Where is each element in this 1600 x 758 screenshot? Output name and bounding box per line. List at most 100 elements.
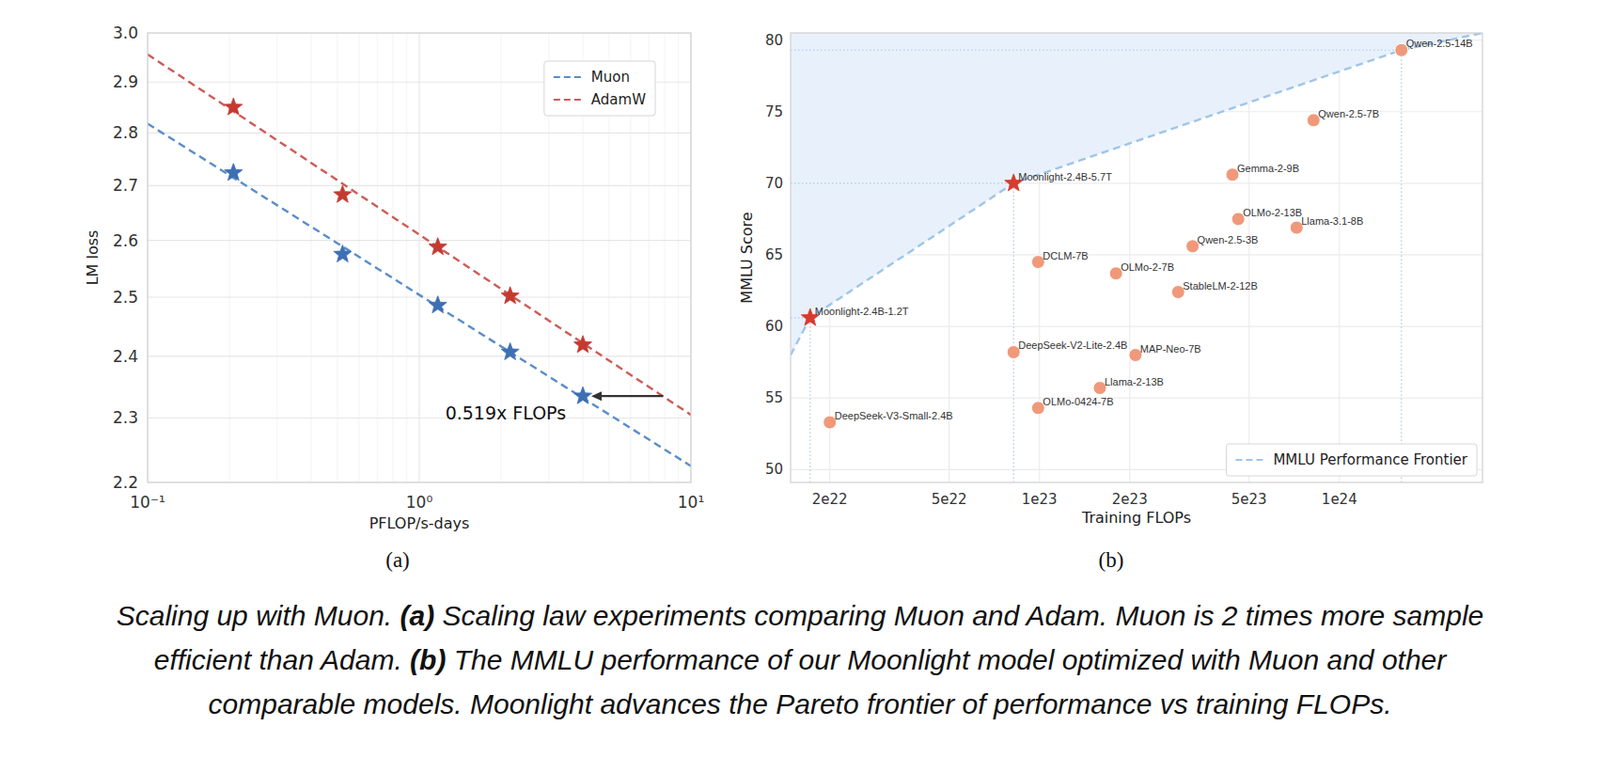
caption-segment: (a): [400, 599, 436, 631]
series-line: [790, 32, 1483, 356]
star-marker: [573, 386, 592, 404]
point-label: OLMo-2-7B: [1120, 261, 1175, 273]
legend: MMLU Performance Frontier: [1225, 443, 1477, 476]
y-tick-label: 2.3: [112, 407, 139, 427]
figure: 10⁻¹ 10⁰ 10¹ 2.2 2.3 2.4 2.5 2.6 2.7 2.8 2.9 3.0 PFL…: [0, 0, 1600, 758]
x-axis-label: PFLOP/s-days: [369, 514, 471, 533]
x-tick-label: 2e23: [1112, 490, 1148, 508]
frontier-area: [790, 32, 1483, 356]
caption-segment: (b): [409, 643, 446, 675]
y-grid-line: [147, 355, 691, 357]
x-axis-label: Training FLOPs: [1081, 508, 1192, 527]
caption-segment: Scaling up with Muon.: [116, 599, 401, 631]
y-tick-label: 2.2: [112, 472, 139, 492]
legend-label: MMLU Performance Frontier: [1272, 451, 1468, 469]
caption-line: comparable models. Moonlight advances th…: [208, 688, 1393, 720]
point-label: OLMo-2-13B: [1242, 206, 1302, 219]
y-grid-line: [147, 132, 691, 134]
point-label: StableLM-2-12B: [1182, 280, 1258, 292]
x-tick-label: 10¹: [677, 492, 705, 512]
y-axis-label: MMLU Score: [737, 211, 756, 303]
star-marker: [428, 296, 447, 314]
y-tick-label: 50: [765, 460, 784, 478]
star-marker: [224, 163, 243, 181]
y-axis-label: LM loss: [83, 230, 102, 286]
frontier-guide-horizontal: [790, 49, 1402, 51]
caption-segment: efficient than Adam.: [154, 643, 410, 675]
y-tick-label: 70: [765, 174, 784, 192]
frontier-guide-vertical: [809, 317, 811, 483]
y-grid-line: [147, 417, 691, 419]
y-grid-line: [147, 239, 691, 241]
caption-segment: The MMLU performance of our Moonlight mo…: [445, 643, 1447, 675]
series-line: [147, 54, 691, 415]
arrow-head: [591, 391, 602, 401]
star-marker: [573, 335, 592, 353]
plot-background: [147, 32, 691, 483]
legend-label: Muon: [591, 68, 630, 86]
x-tick-label: 1e24: [1321, 490, 1358, 508]
y-tick-label: 2.8: [112, 123, 139, 142]
star-marker: [501, 286, 519, 304]
point-label: DeepSeek-V2-Lite-2.4B: [1018, 339, 1128, 351]
point-label: DCLM-7B: [1042, 250, 1088, 262]
y-tick-label: 60: [765, 317, 784, 335]
y-grid-line: [147, 185, 691, 187]
point-label: OLMo-0424-7B: [1042, 395, 1114, 408]
legend-swatch: [1235, 458, 1264, 461]
point-label: DeepSeek-V3-Small-2.4B: [834, 409, 954, 422]
grid: [147, 32, 691, 483]
minor-grid-line: [663, 32, 665, 483]
x-grid-line: [418, 32, 420, 483]
point-label: Llama-3.1-8B: [1301, 215, 1364, 227]
plot-frame: [790, 32, 1483, 483]
caption-line: efficient than Adam. (b) The MMLU perfor…: [154, 643, 1448, 675]
legend-swatch: [553, 76, 582, 79]
point-label: Moonlight-2.4B-5.7T: [1018, 171, 1113, 183]
minor-grid-line: [228, 32, 230, 483]
x-tick-label: 10⁰: [406, 492, 434, 512]
legend-box: [1225, 443, 1477, 476]
minor-grid-line: [310, 32, 312, 483]
point-label: Moonlight-2.4B-1.2T: [815, 305, 910, 317]
y-tick-label: 2.7: [112, 175, 139, 195]
plot-marks: [147, 54, 691, 467]
point-label: MAP-Neo-7B: [1140, 343, 1202, 355]
point-label: Qwen-2.5-3B: [1197, 234, 1259, 246]
y-tick-label: 2.9: [112, 72, 139, 92]
x-tick-label: 10⁻¹: [129, 492, 165, 512]
x-tick-label: 5e22: [931, 490, 968, 508]
y-grid-line: [790, 397, 1483, 399]
panel-label: (a): [385, 548, 410, 572]
point-label: Qwen-2.5-14B: [1406, 37, 1474, 49]
star-marker: [224, 97, 243, 115]
star-marker: [501, 342, 519, 360]
point-label: Llama-2-13B: [1104, 376, 1164, 388]
legend-box: [544, 61, 656, 116]
frontier-guide-vertical: [1400, 49, 1402, 483]
star-marker: [333, 244, 352, 262]
legend-swatch: [553, 98, 582, 101]
y-tick-label: 2.4: [112, 346, 139, 366]
x-tick-label: 2e22: [812, 490, 848, 508]
minor-grid-line: [337, 32, 339, 483]
y-tick-label: 80: [765, 31, 784, 49]
y-grid-line: [790, 325, 1483, 327]
y-tick-label: 2.5: [112, 287, 139, 307]
minor-grid-line: [392, 32, 393, 483]
star-marker: [428, 237, 447, 255]
y-tick-label: 65: [765, 246, 784, 264]
frontier-guide-vertical: [1013, 183, 1015, 483]
series-line: [147, 123, 691, 466]
star-marker: [333, 185, 352, 203]
legend: Muon AdamW: [544, 61, 656, 116]
x-tick-label: 5e23: [1231, 490, 1268, 508]
minor-grid-line: [376, 32, 378, 483]
y-tick-label: 3.0: [112, 23, 139, 43]
y-grid-line: [147, 296, 691, 298]
y-tick-label: 2.6: [112, 231, 139, 251]
point-label: Qwen-2.5-7B: [1317, 108, 1380, 120]
annotation-text: 0.519x FLOPs: [445, 402, 567, 424]
minor-grid-line: [276, 32, 278, 483]
legend-label: AdamW: [591, 91, 646, 109]
